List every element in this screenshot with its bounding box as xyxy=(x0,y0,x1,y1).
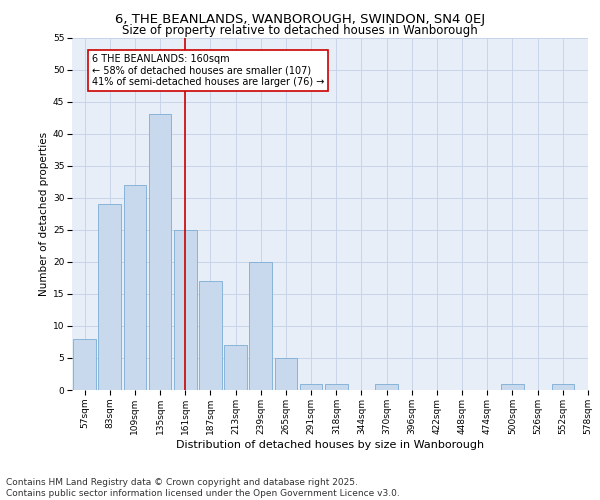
Bar xyxy=(199,281,222,390)
Bar xyxy=(224,345,247,390)
Bar xyxy=(174,230,197,390)
Bar xyxy=(501,384,524,390)
Bar xyxy=(376,384,398,390)
Bar xyxy=(300,384,322,390)
Text: 6 THE BEANLANDS: 160sqm
← 58% of detached houses are smaller (107)
41% of semi-d: 6 THE BEANLANDS: 160sqm ← 58% of detache… xyxy=(92,54,325,86)
Text: 6, THE BEANLANDS, WANBOROUGH, SWINDON, SN4 0EJ: 6, THE BEANLANDS, WANBOROUGH, SWINDON, S… xyxy=(115,12,485,26)
Text: Size of property relative to detached houses in Wanborough: Size of property relative to detached ho… xyxy=(122,24,478,37)
Bar xyxy=(73,338,96,390)
Bar xyxy=(124,185,146,390)
Bar xyxy=(275,358,297,390)
Bar xyxy=(250,262,272,390)
Bar xyxy=(98,204,121,390)
Bar xyxy=(325,384,347,390)
Bar xyxy=(551,384,574,390)
Bar xyxy=(149,114,172,390)
X-axis label: Distribution of detached houses by size in Wanborough: Distribution of detached houses by size … xyxy=(176,440,484,450)
Text: Contains HM Land Registry data © Crown copyright and database right 2025.
Contai: Contains HM Land Registry data © Crown c… xyxy=(6,478,400,498)
Y-axis label: Number of detached properties: Number of detached properties xyxy=(38,132,49,296)
